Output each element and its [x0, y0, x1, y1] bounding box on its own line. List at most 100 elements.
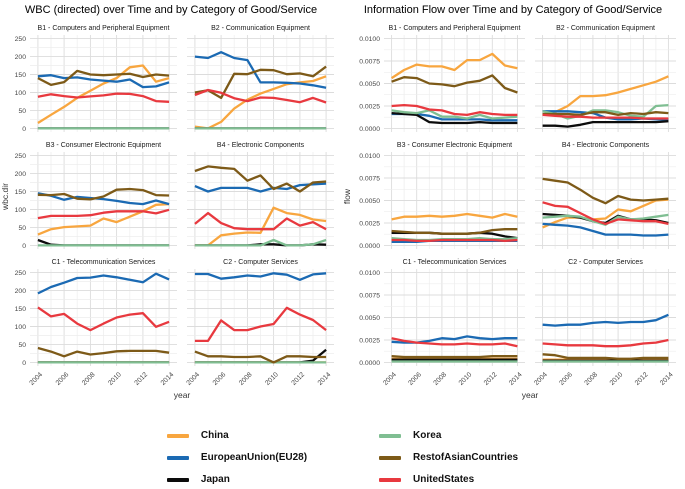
series-line-china [37, 202, 170, 236]
x-tick-label: 2008 [238, 371, 254, 387]
panel-flow-chart: B1 - Computers and Peripheral Equipment 0… [342, 25, 676, 400]
series-line-restofasiancountries [194, 350, 327, 364]
y-tick-label: 0.0075 [359, 292, 380, 299]
series-line-unitedstates [542, 338, 669, 348]
x-tick-label: 2004 [533, 371, 549, 387]
x-tick-label: 2012 [483, 371, 499, 387]
y-tick-label: 150 [15, 306, 27, 313]
x-tick-label: 2014 [317, 371, 333, 387]
subplot-title: C1 - Telecommunication Services [52, 259, 156, 266]
series-line-china [194, 206, 327, 247]
series-line-europeanunion-eu28 [542, 222, 669, 237]
legend-swatch-japan [166, 477, 189, 482]
x-axis-label: year [174, 390, 191, 400]
x-tick-label: 2004 [382, 371, 398, 387]
x-tick-label: 2008 [81, 371, 97, 387]
subplot-c1: C1 - Telecommunication Services 0 50 100 150… [15, 259, 177, 387]
legend-swatch-united-states [379, 477, 402, 482]
y-tick-label: 0 [22, 360, 26, 367]
figure-row: WBC (directed) over Time and by Category… [0, 0, 684, 404]
series-line-china [542, 198, 669, 229]
y-tick-label: 0.0025 [359, 337, 380, 344]
series-line-restofasiancountries [37, 69, 170, 87]
series-line-unitedstates [391, 337, 518, 348]
series-line-europeanunion-eu28 [194, 51, 327, 89]
x-tick-label: 2012 [634, 371, 650, 387]
y-tick-label: 0 [22, 243, 26, 250]
series-line-china [194, 75, 327, 130]
panel-flow: Information Flow over Time and by Catego… [342, 0, 684, 404]
legend-label-china: China [200, 430, 229, 441]
x-tick-label: 2006 [558, 371, 574, 387]
x-tick-label: 2006 [407, 371, 423, 387]
y-tick-label: 0.0050 [359, 198, 380, 205]
series-line-restofasiancountries [194, 165, 327, 193]
series-line-restofasiancountries [542, 111, 669, 117]
subplot-b1: B1 - Computers and Peripheral Equipment 0… [359, 25, 525, 133]
series-line-europeanunion-eu28 [37, 272, 170, 295]
series-line-unitedstates [542, 113, 669, 120]
y-tick-label: 0.0050 [359, 315, 380, 322]
y-tick-label: 50 [18, 108, 26, 115]
subplot-c2: C2 - Computer Services 2004 2006 2008 2010 20… [533, 259, 676, 387]
series-line-europeanunion-eu28 [37, 192, 170, 206]
y-axis-label: flow [342, 188, 352, 204]
subplot-b2: B2 - Communication Equipment [187, 25, 334, 132]
legend-item-korea: Korea [379, 428, 518, 443]
x-tick-label: 2008 [432, 371, 448, 387]
x-tick-label: 2008 [583, 371, 599, 387]
x-tick-label: 2014 [160, 371, 176, 387]
legend-column-right: Korea RestofAsianCountries UnitedStates [379, 428, 518, 487]
series-line-china [390, 52, 518, 80]
y-tick-label: 0 [22, 126, 26, 133]
subplot-title: B4 - Electronic Components [217, 142, 305, 149]
series-line-unitedstates [37, 92, 170, 103]
x-tick-label: 2014 [659, 371, 675, 387]
y-tick-label: 100 [15, 90, 27, 97]
series-line-europeanunion-eu28 [542, 313, 669, 327]
y-tick-label: 0.0100 [359, 270, 380, 277]
x-tick-label: 2004 [28, 371, 44, 387]
series-line-unitedstates [37, 306, 170, 332]
y-tick-label: 250 [15, 153, 27, 160]
subplot-b1: B1 - Computers and Peripheral Equipment 0… [15, 25, 177, 133]
series-line-unitedstates [194, 88, 327, 104]
legend-label-united-states: UnitedStates [413, 474, 475, 485]
legend-label-rest-of-asian-countries: RestofAsianCountries [413, 452, 519, 463]
legend-swatch-eu [166, 455, 189, 460]
y-tick-label: 0.0075 [359, 58, 380, 65]
series-line-unitedstates [194, 306, 327, 343]
x-axis-label: year [522, 390, 539, 400]
subplot-title: B4 - Electronic Components [562, 142, 650, 149]
y-tick-label: 0.0000 [359, 126, 380, 133]
y-tick-label: 0.0050 [359, 81, 380, 88]
x-tick-label: 2010 [264, 371, 280, 387]
y-tick-label: 0.0025 [359, 103, 380, 110]
y-axis-label: wbc.dir [0, 183, 10, 211]
y-tick-label: 100 [15, 207, 27, 214]
legend-item-united-states: UnitedStates [379, 472, 518, 487]
x-tick-label: 2010 [609, 371, 625, 387]
legend-column-left: China EuropeanUnion(EU28) Japan [166, 428, 307, 487]
x-tick-label: 2006 [212, 371, 228, 387]
panel-wbc-chart: B1 - Computers and Peripheral Equipment 0… [0, 25, 334, 400]
subplot-b3: B3 - Consumer Electronic Equipment 0.0000… [359, 142, 525, 250]
y-tick-label: 200 [15, 54, 27, 61]
x-tick-label: 2012 [133, 371, 149, 387]
subplot-title: C2 - Computer Services [223, 259, 298, 266]
y-tick-label: 0.0000 [359, 243, 380, 250]
series-line-europeanunion-eu28 [194, 182, 327, 193]
series-line-japan [542, 120, 669, 128]
series-line-china [37, 64, 170, 124]
series-line-korea [391, 109, 518, 120]
y-tick-label: 0.0100 [359, 36, 380, 43]
x-tick-label: 2014 [508, 371, 524, 387]
panel-flow-title: Information Flow over Time and by Catego… [363, 4, 663, 16]
x-tick-label: 2012 [290, 371, 306, 387]
x-tick-label: 2010 [458, 371, 474, 387]
series-line-restofasiancountries [194, 65, 327, 100]
y-tick-label: 250 [15, 36, 27, 43]
legend: China EuropeanUnion(EU28) Japan Korea Re… [0, 428, 685, 487]
series-line-europeanunion-eu28 [37, 74, 170, 89]
series-line-restofasiancountries [391, 74, 518, 94]
